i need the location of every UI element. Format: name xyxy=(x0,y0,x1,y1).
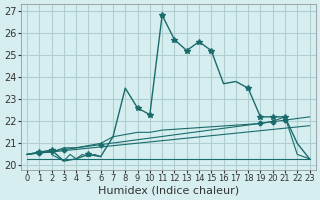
X-axis label: Humidex (Indice chaleur): Humidex (Indice chaleur) xyxy=(98,186,239,196)
